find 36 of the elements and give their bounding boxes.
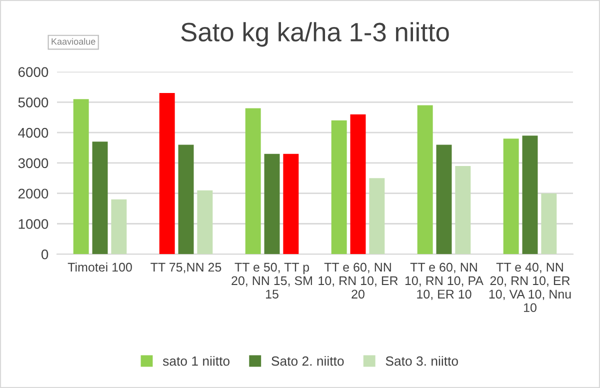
bar	[541, 193, 557, 254]
x-tick-label: Timotei 100	[68, 262, 132, 272]
bar	[522, 136, 538, 254]
legend-label: Sato 2. niitto	[272, 356, 344, 366]
y-tick-label: 1000	[18, 219, 48, 229]
bar	[331, 120, 347, 254]
text: Kaavioalue	[52, 38, 96, 45]
y-tick-label: 2000	[18, 188, 48, 199]
bar	[264, 154, 280, 254]
y-tick-label: 0	[41, 249, 48, 260]
bar	[159, 93, 175, 254]
x-tick-label: TT 75,NN 25	[150, 262, 222, 274]
bar	[73, 99, 89, 254]
x-tick-label: TT e 50, TT p 20, NN 15, SM 15	[232, 262, 312, 299]
bar	[455, 166, 471, 254]
bar	[503, 138, 519, 254]
chart-title: Sato kg ka/ha 1-3 niitto	[181, 22, 449, 47]
bar	[111, 199, 127, 254]
y-tick-label: 6000	[18, 67, 48, 77]
bar	[436, 144, 452, 254]
legend-label: Sato 3. niitto	[386, 356, 458, 366]
bar	[283, 154, 299, 254]
bar	[245, 108, 261, 254]
bar	[417, 105, 433, 254]
y-tick-label: 5000	[18, 98, 48, 108]
x-tick-label: TT e 60, NN 10, RN 10, ER 20	[318, 262, 398, 299]
bar	[369, 178, 385, 254]
bar	[92, 142, 108, 254]
y-tick-label: 4000	[18, 128, 48, 138]
x-tick-label: TT e 40, NN 20, RN 10, ER 10, VA 10, Nnu 10	[489, 262, 571, 312]
bar	[350, 114, 366, 254]
bar	[197, 190, 213, 254]
y-tick-label: 3000	[18, 158, 48, 168]
legend-label: sato 1 niitto	[162, 356, 230, 366]
bar	[178, 144, 194, 254]
x-tick-label: TT e 60, NN 10, RN 10, PA 10, ER 10	[405, 262, 484, 300]
